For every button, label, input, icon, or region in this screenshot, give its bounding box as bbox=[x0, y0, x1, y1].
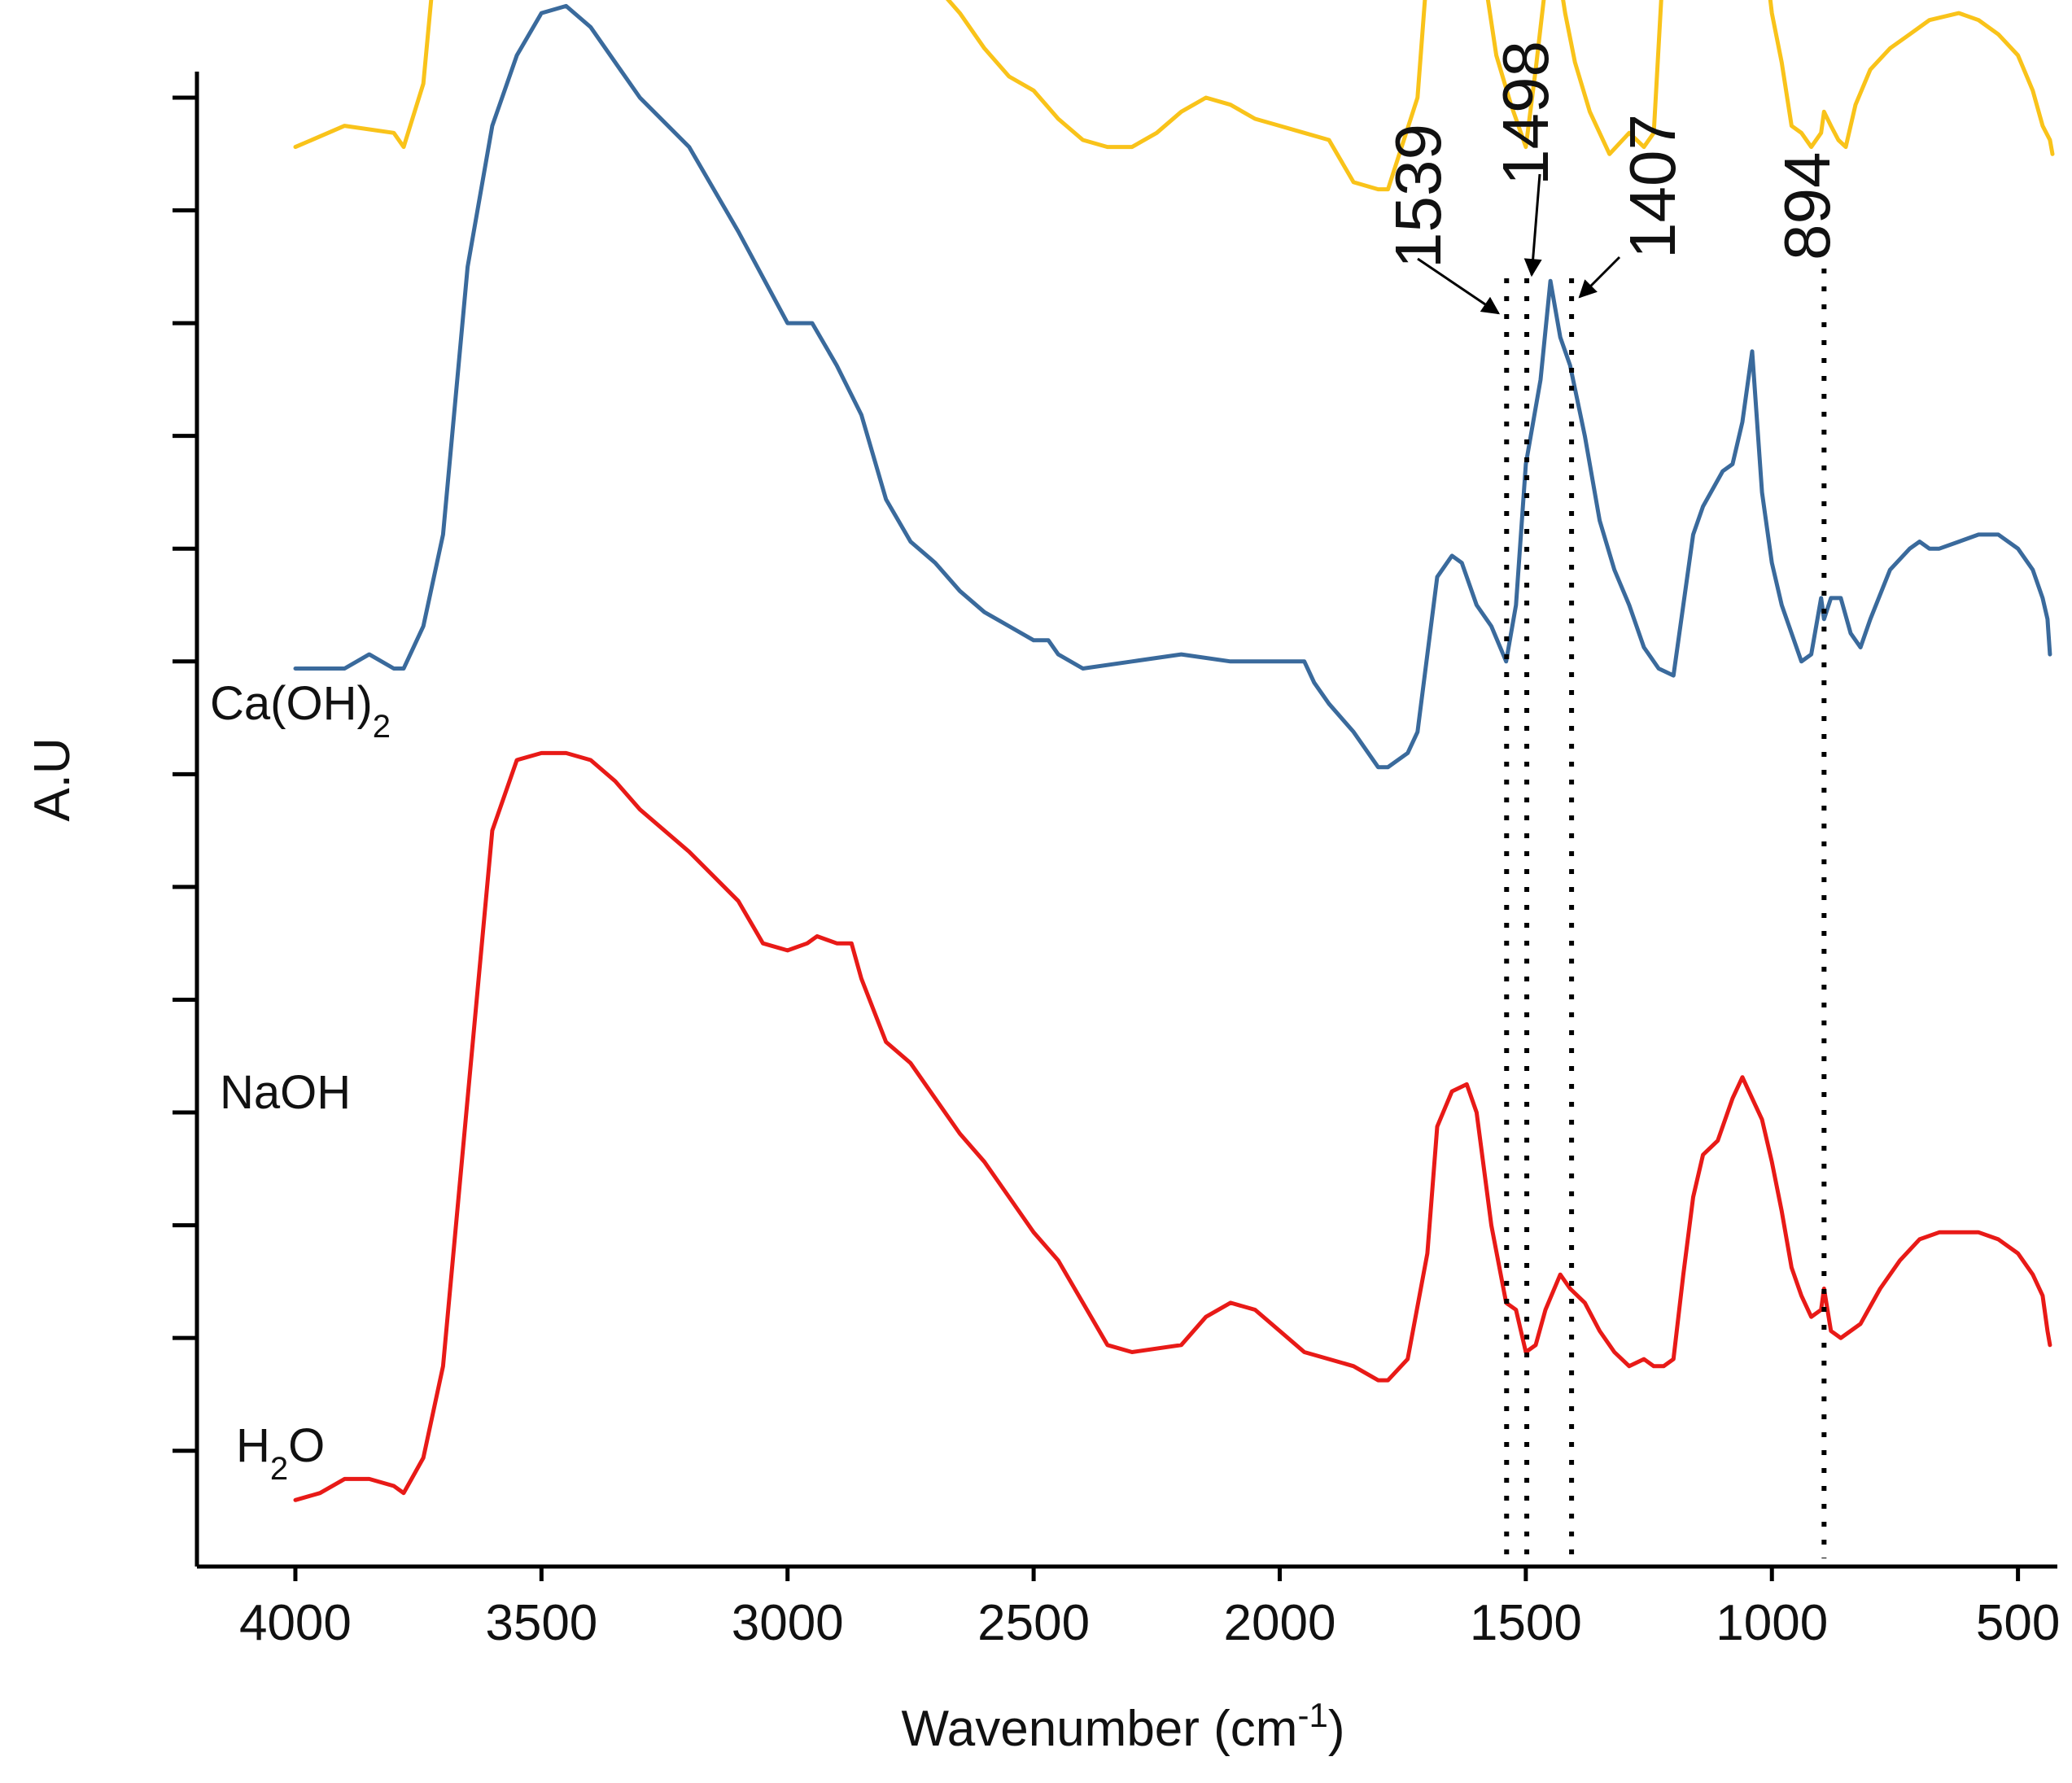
peak-arrow-1407 bbox=[1578, 256, 1621, 299]
series-line-h bbox=[293, 750, 2052, 1502]
x-tick-label-2000: 2000 bbox=[1224, 1595, 1336, 1651]
peak-label-894: 894 bbox=[1771, 152, 1843, 260]
peak-arrow-1498 bbox=[1523, 173, 1542, 278]
x-tick-label-2500: 2500 bbox=[977, 1595, 1090, 1651]
series-label-h: H2O bbox=[236, 1419, 325, 1487]
x-tick-label-1500: 1500 bbox=[1470, 1595, 1582, 1651]
x-tick-label-500: 500 bbox=[1976, 1595, 2060, 1651]
peak-label-1539: 1539 bbox=[1382, 124, 1454, 269]
peak-label-1407: 1407 bbox=[1616, 114, 1689, 259]
axes: 4000 3500 3000 2500 2000 1500 1000 500 bbox=[173, 72, 2060, 1651]
peak-label-1498: 1498 bbox=[1489, 41, 1562, 186]
x-tick-label-1000: 1000 bbox=[1716, 1595, 1828, 1651]
series-labels: Ca(OH)2 NaOH H2O bbox=[210, 677, 391, 1487]
series-label-ca-oh: Ca(OH)2 bbox=[210, 677, 391, 745]
y-axis-title: A.U bbox=[24, 737, 81, 821]
x-tick-label-3000: 3000 bbox=[732, 1595, 844, 1651]
x-tick-label-3500: 3500 bbox=[485, 1595, 597, 1651]
series-line-ca-oh bbox=[293, 0, 2055, 192]
series-layer bbox=[293, 0, 2055, 1502]
series-line-naoh bbox=[293, 3, 2052, 770]
x-tick-label-4000: 4000 bbox=[239, 1595, 352, 1651]
x-axis-title: Wavenumber (cm-1) bbox=[902, 1696, 1345, 1758]
peak-arrow-1539 bbox=[1417, 257, 1501, 315]
peak-markers: 1539 1498 1407 894 bbox=[1382, 41, 1843, 1558]
series-label-naoh: NaOH bbox=[220, 1066, 351, 1119]
